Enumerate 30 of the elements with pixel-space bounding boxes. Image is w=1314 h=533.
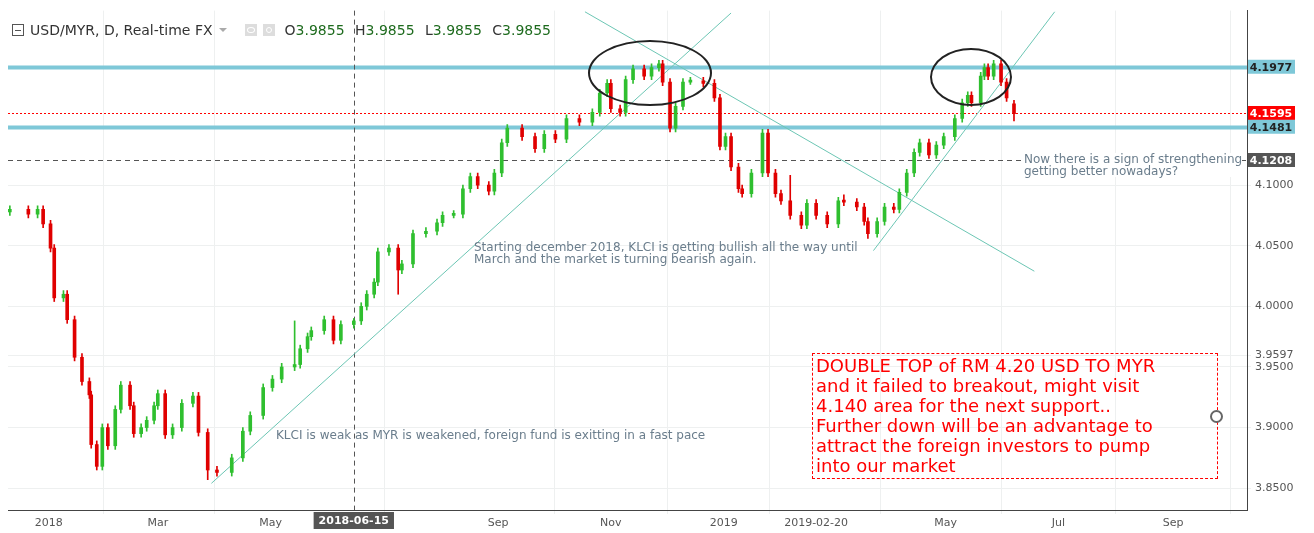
y-tick-label: 3.9500 bbox=[1255, 359, 1294, 373]
annotation: KLCI is weak as MYR is weakened, foreign fund is exitting in a fast pace bbox=[276, 428, 706, 442]
x-tick-label: Jul bbox=[1050, 516, 1066, 530]
annotation: Starting december 2018, KLCI is getting bullish all the way until March and the market is turning bearish again. bbox=[474, 240, 858, 266]
y-tick-label: 3.8500 bbox=[1255, 481, 1294, 495]
ref-line-label: 2018-06-15 bbox=[318, 513, 389, 527]
annotation: DOUBLE TOP of RM 4.20 USD TO MYR and it failed to breakout, might visit 4.140 area for the next support.. Further down will be an advantage to attract the foreign investors to pump into our market bbox=[812, 353, 1218, 479]
ref-line-label: 4.1208 bbox=[1249, 153, 1293, 167]
x-tick-label: Nov bbox=[600, 516, 623, 530]
y-tick-label: 4.0500 bbox=[1255, 238, 1294, 252]
x-tick-label: 2018 bbox=[34, 516, 63, 530]
ref-line-label: 4.1481 bbox=[1249, 120, 1293, 134]
text: USD/MYR, D, Real-time FX bbox=[30, 22, 213, 38]
y-tick-label: 4.1000 bbox=[1255, 178, 1294, 192]
annotation: Now there is a sign of strengthening getting better nowadays? bbox=[1024, 152, 1243, 178]
text: O3.9855 H3.9855 L3.9855 C3.9855 bbox=[284, 22, 552, 38]
candlestick bbox=[8, 205, 12, 216]
x-tick-label: May bbox=[934, 516, 958, 530]
candlestick bbox=[424, 227, 428, 238]
ref-line-label: 4.1595 bbox=[1249, 106, 1293, 120]
x-tick-label: Sep bbox=[1162, 516, 1184, 530]
ref-line-label: 4.1977 bbox=[1249, 60, 1293, 74]
y-tick-label: 4.0000 bbox=[1255, 299, 1294, 313]
x-tick-label: 2019-02-20 bbox=[784, 516, 849, 530]
x-tick-label: Sep bbox=[487, 516, 509, 530]
y-tick-label: 3.9597 bbox=[1255, 348, 1294, 362]
y-tick-label: 3.9000 bbox=[1255, 420, 1294, 434]
x-tick-label: 2019 bbox=[709, 516, 738, 530]
x-tick-label: May bbox=[259, 516, 283, 530]
x-tick-label: Mar bbox=[147, 516, 169, 530]
